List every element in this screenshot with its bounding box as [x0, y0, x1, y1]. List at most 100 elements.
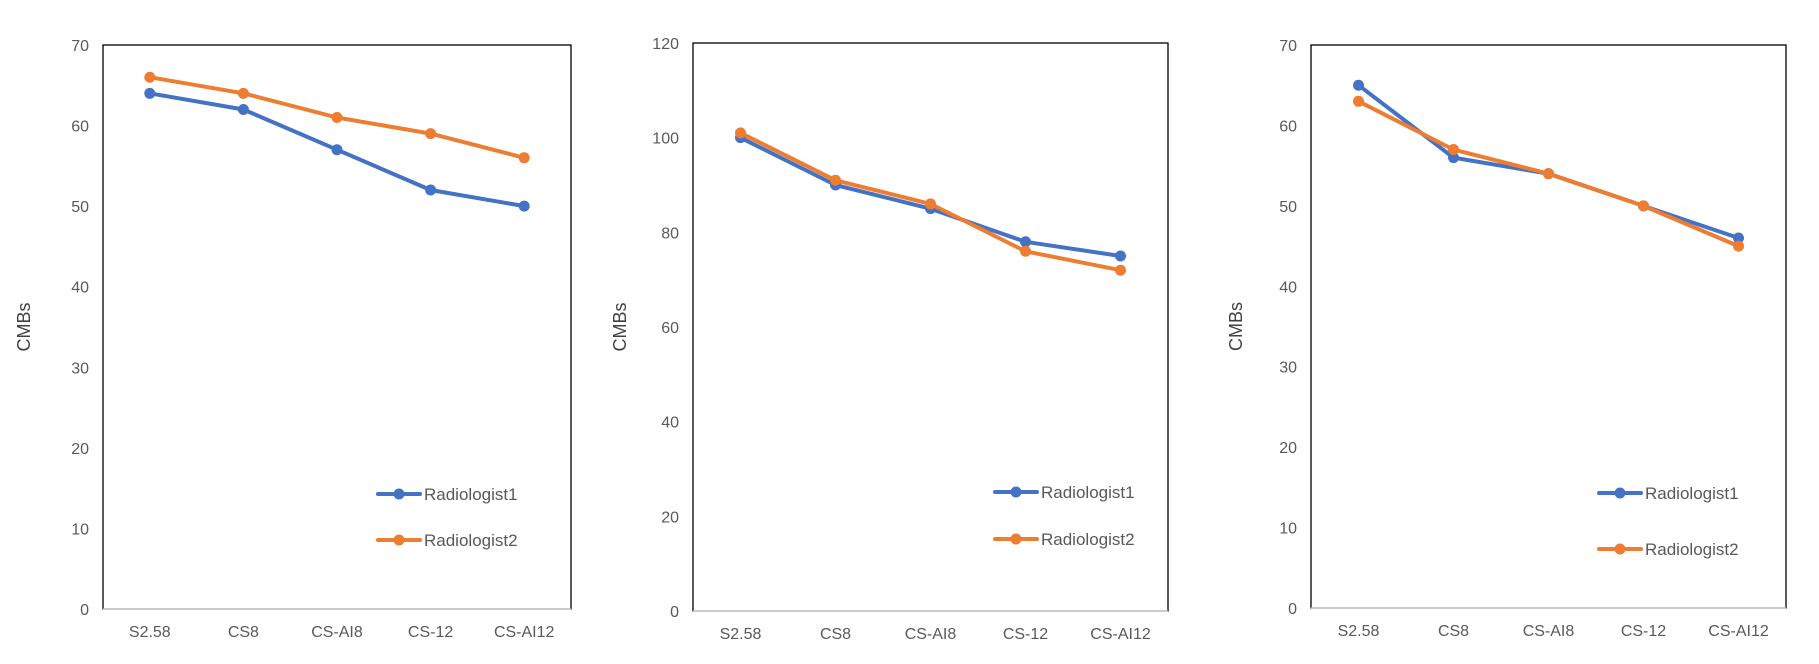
data-point	[1448, 152, 1459, 164]
x-tick-label: CS8	[228, 624, 259, 641]
y-tick-label: 0	[1288, 601, 1297, 618]
y-tick-label: 40	[71, 280, 89, 297]
series-1	[144, 87, 530, 212]
legend-label: Radiologist2	[424, 531, 518, 550]
legend-label: Radiologist2	[1041, 530, 1135, 549]
data-point	[518, 200, 530, 212]
legend-swatch-marker	[393, 534, 405, 546]
y-tick-label: 20	[1279, 440, 1297, 457]
y-tick-label: 20	[71, 441, 89, 458]
y-tick-label: 0	[80, 602, 89, 619]
data-point	[1448, 144, 1459, 156]
legend: Radiologist1 Radiologist2	[993, 483, 1135, 549]
x-tick-label: CS-AI8	[905, 626, 957, 643]
data-point	[735, 127, 746, 139]
x-tick-label: CS-AI12	[494, 624, 555, 641]
y-tick-label: 10	[71, 521, 89, 538]
y-tick-label: 40	[1279, 279, 1297, 296]
y-tick-label: 60	[661, 320, 679, 337]
data-point	[1353, 79, 1364, 91]
legend: Radiologist1 Radiologist2	[376, 485, 518, 550]
data-point	[1733, 232, 1744, 244]
series-2	[1353, 95, 1744, 252]
series-2	[735, 127, 1126, 276]
chart-panel-3: 0 10 20 30 40 50 60 70 S2.58 CS8 CS-AI8 CS-12 CS-AI1…	[1226, 38, 1787, 640]
y-axis-label: CMBs	[610, 303, 630, 352]
y-tick-label: 120	[652, 36, 679, 53]
legend-swatch-marker	[1010, 486, 1022, 498]
legend-label: Radiologist1	[1645, 484, 1739, 503]
data-point	[1115, 264, 1126, 276]
y-tick-label: 30	[71, 360, 89, 377]
data-point	[237, 103, 249, 115]
legend-label: Radiologist1	[424, 485, 518, 504]
data-point	[830, 174, 841, 186]
legend-label: Radiologist2	[1645, 540, 1739, 559]
data-point	[425, 128, 437, 140]
series-line	[738, 135, 1123, 258]
x-tick-label: CS-AI12	[1090, 626, 1151, 643]
legend-item: Radiologist1	[1597, 484, 1739, 503]
plot-frame	[102, 44, 572, 610]
y-tick-label: 60	[1279, 118, 1297, 135]
chart-panel-1: 0 10 20 30 40 50 60 70 S2.58 CS8 CS-AI8 CS-12 CS-AI1…	[14, 38, 572, 641]
data-point	[1353, 95, 1364, 107]
data-point	[144, 87, 156, 99]
x-tick-label: CS-12	[1003, 626, 1048, 643]
x-tick-label: S2.58	[129, 624, 171, 641]
legend-label: Radiologist1	[1041, 483, 1135, 502]
legend-swatch-marker	[1614, 543, 1626, 555]
x-tick-label: CS-12	[1621, 623, 1666, 640]
legend-item: Radiologist2	[1597, 540, 1739, 559]
data-point	[425, 184, 437, 196]
data-point	[237, 87, 249, 99]
x-tick-label: CS-AI12	[1708, 623, 1769, 640]
y-tick-label: 100	[652, 131, 679, 148]
data-point	[1020, 245, 1031, 257]
x-tick-label: CS8	[1438, 623, 1469, 640]
data-point	[1638, 200, 1649, 212]
data-point	[1733, 240, 1744, 252]
chart-panel-2: 0 20 40 60 80 100 120 S2.58 CS8 CS-AI8 CS-12 CS-AI1…	[610, 36, 1169, 643]
data-point	[144, 71, 156, 83]
y-axis-label: CMBs	[1226, 302, 1246, 351]
x-tick-label: S2.58	[720, 626, 762, 643]
y-axis-label: CMBs	[14, 303, 34, 352]
y-tick-label: 60	[71, 119, 89, 136]
legend-item: Radiologist2	[993, 530, 1135, 549]
legend-item: Radiologist1	[376, 485, 518, 504]
data-point	[1543, 168, 1554, 180]
y-tick-label: 70	[71, 38, 89, 55]
legend: Radiologist1 Radiologist2	[1597, 484, 1739, 559]
legend-swatch-marker	[393, 488, 405, 500]
x-tick-label: S2.58	[1338, 623, 1380, 640]
plot-frame	[692, 42, 1169, 612]
y-tick-label: 20	[661, 509, 679, 526]
y-tick-label: 50	[71, 199, 89, 216]
y-tick-label: 80	[661, 225, 679, 242]
x-tick-label: CS-AI8	[1523, 623, 1575, 640]
legend-item: Radiologist2	[376, 531, 518, 550]
y-tick-label: 70	[1279, 38, 1297, 55]
x-tick-label: CS-AI8	[311, 624, 363, 641]
data-point	[331, 112, 343, 124]
x-tick-label: CS8	[820, 626, 851, 643]
y-tick-label: 40	[661, 415, 679, 432]
series-2	[144, 71, 530, 164]
data-point	[518, 152, 530, 164]
legend-swatch-marker	[1614, 487, 1626, 499]
y-tick-label: 10	[1279, 521, 1297, 538]
data-point	[331, 144, 343, 156]
y-tick-label: 50	[1279, 199, 1297, 216]
data-point	[1020, 236, 1031, 248]
legend-item: Radiologist1	[993, 483, 1135, 502]
plot-frame	[1310, 44, 1787, 609]
data-point	[1115, 250, 1126, 262]
series-1	[1353, 79, 1744, 244]
x-tick-label: CS-12	[408, 624, 453, 641]
data-point	[925, 198, 936, 210]
series-line	[1356, 83, 1741, 240]
legend-swatch-marker	[1010, 533, 1022, 545]
y-tick-label: 30	[1279, 360, 1297, 377]
